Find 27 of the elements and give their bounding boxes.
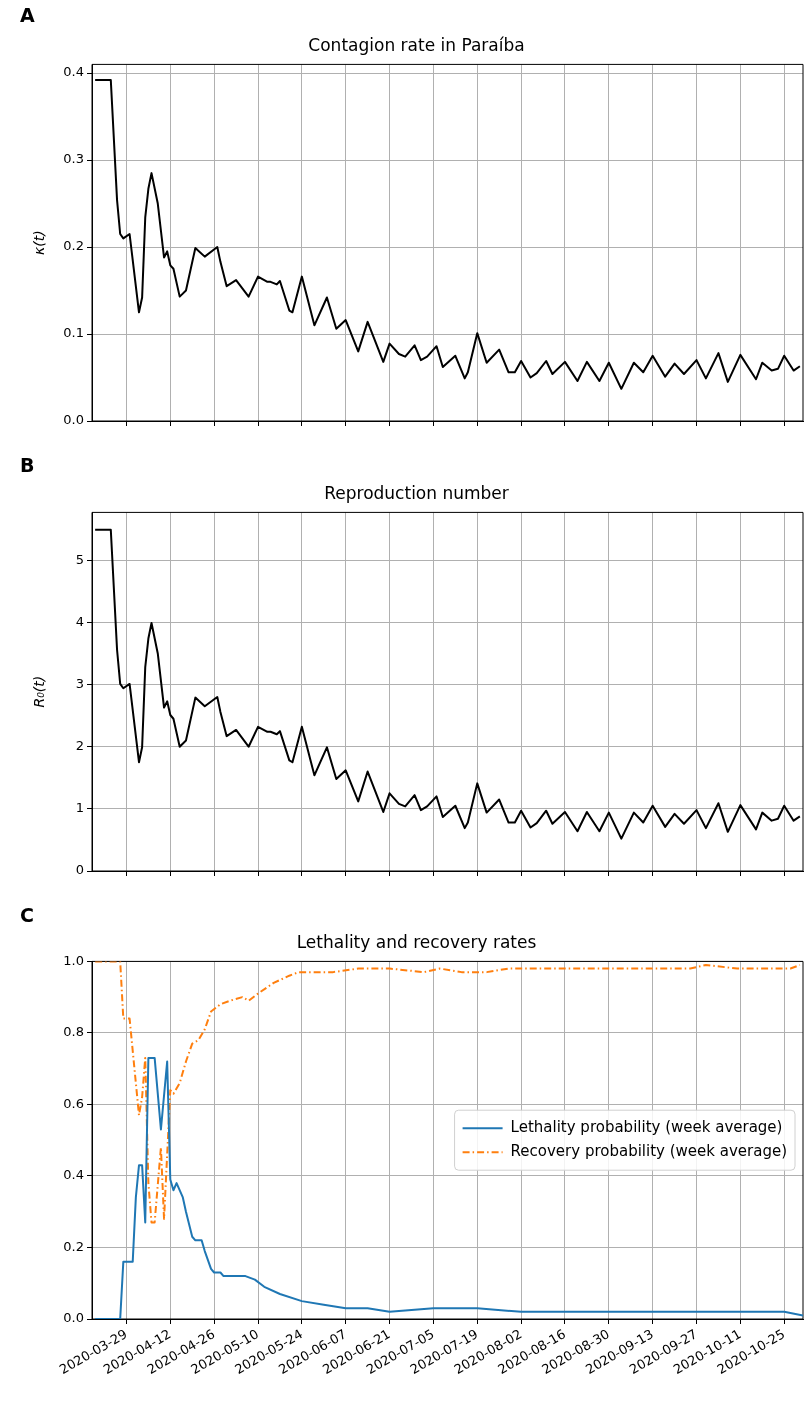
legend-label: Lethality probability (week average) [510,1118,783,1137]
y-tick-label: 0.4 [63,64,84,80]
y-tick-label: 0.2 [63,238,84,254]
y-tick-label: 5 [75,551,84,567]
chart-title: Lethality and recovery rates [296,931,537,952]
chart-title: Reproduction number [324,482,509,503]
y-tick-label: 4 [75,613,84,629]
y-tick-label: 0.2 [63,1238,84,1254]
chart-title: Contagion rate in Paraíba [308,34,525,55]
y-tick-label: 1.0 [63,952,84,968]
y-tick-label: 0.0 [63,412,84,428]
y-tick-label: 2 [75,738,84,754]
y-tick-label: 0.0 [63,1310,84,1326]
y-tick-label: 3 [75,675,84,691]
text: C [20,904,34,926]
y-axis-title: R₀(t) [31,675,48,708]
text: B [20,454,35,476]
y-tick-label: 0.6 [63,1095,84,1111]
y-tick-label: 1 [75,800,84,816]
y-tick-label: 0 [75,862,84,878]
y-tick-label: 0.8 [63,1024,84,1040]
text: A [20,4,35,26]
y-tick-label: 0.4 [63,1167,84,1183]
legend-label: Recovery probability (week average) [510,1142,788,1161]
y-axis-title: κ(t) [31,230,48,256]
y-tick-label: 0.3 [63,151,84,167]
y-tick-label: 0.1 [63,325,84,341]
